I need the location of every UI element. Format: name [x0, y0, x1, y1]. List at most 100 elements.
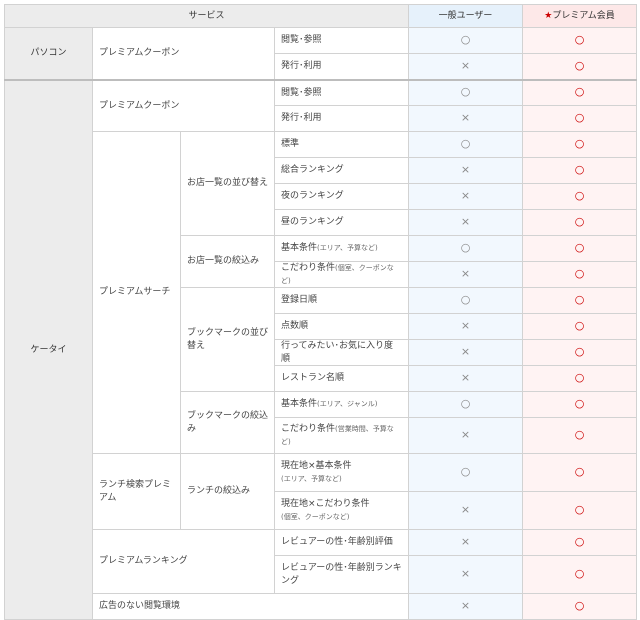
premium-mark: ○	[522, 209, 638, 236]
premium-mark: ○	[522, 593, 638, 620]
row-label: 発行･利用	[273, 53, 410, 80]
table-row: ブックマークの並び替え 登録日順 ○ ○	[5, 287, 638, 392]
row-label: 発行･利用	[273, 105, 410, 132]
premium-mark: ○	[522, 131, 638, 158]
table-row: ランチ検索プレミアム ランチの絞込み 現在地×基本条件 (エリア、予算など) ○ …	[5, 453, 638, 530]
row-label: 基本条件(エリア、予算など)	[273, 235, 410, 262]
header-row: サービス 一般ユーザー ★プレミアム会員	[3, 4, 638, 28]
condition-label: 基本条件	[281, 399, 318, 410]
row-label: レビュアーの性･年齢別評価	[273, 529, 410, 556]
lunch-premium-feature: ランチ検索プレミアム	[92, 453, 181, 530]
pc-coupon-feature: プレミアムクーポン	[92, 27, 275, 80]
row-label: 点数順	[273, 313, 410, 340]
condition-label: こだわり条件	[281, 263, 336, 274]
condition-note: (営業時間、予算など)	[281, 425, 394, 446]
condition-label: 基本条件	[281, 243, 318, 254]
bookmark-filter-group: ブックマークの絞込み	[180, 391, 275, 454]
condition-label: こだわり条件	[281, 424, 336, 435]
lunch-filter-group: ランチの絞込み	[180, 453, 275, 530]
premium-mark: ○	[522, 417, 638, 454]
general-mark: ×	[408, 105, 524, 132]
general-mark: ○	[408, 131, 524, 158]
condition-note: (個室、クーポンなど)	[281, 512, 350, 521]
general-mark: ×	[408, 209, 524, 236]
service-comparison-table: サービス 一般ユーザー ★プレミアム会員 パソコン プレミアムクーポン 閲覧･参…	[3, 4, 638, 620]
general-mark: ×	[408, 555, 524, 594]
table-row: 夜のランキング × ○	[5, 183, 638, 210]
premium-mark: ○	[522, 235, 638, 262]
row-label: 標準	[273, 131, 410, 158]
row-label: 基本条件(エリア、ジャンル)	[273, 391, 410, 418]
table-row: 発行･利用 × ○	[5, 53, 638, 80]
row-label: レビュアーの性･年齢別ランキング	[273, 555, 410, 594]
shop-filter-group: お店一覧の絞込み	[180, 235, 275, 288]
general-mark: ×	[408, 157, 524, 184]
pc-category: パソコン	[4, 27, 93, 80]
premium-mark: ○	[522, 78, 638, 106]
general-mark: ○	[408, 453, 524, 492]
general-mark: ×	[408, 53, 524, 80]
premium-search-feature: プレミアムサーチ	[92, 131, 181, 454]
row-label: レストラン名順	[273, 365, 410, 392]
table-row: こだわり条件(営業時間、予算など) × ○	[5, 417, 638, 454]
row-label: こだわり条件(個室、クーポンなど)	[273, 261, 410, 288]
row-label: 行ってみたい･お気に入り度順	[273, 339, 410, 366]
no-ads-feature: 広告のない閲覧環境	[91, 593, 410, 620]
row-label: 現在地×こだわり条件 (個室、クーポンなど)	[273, 491, 410, 530]
premium-mark: ○	[522, 529, 638, 556]
premium-member-header: ★プレミアム会員	[522, 4, 638, 28]
service-header: サービス	[3, 4, 410, 28]
table-row: 発行･利用 × ○	[5, 105, 638, 132]
shop-sort-group: お店一覧の並び替え	[180, 131, 275, 236]
premium-mark: ○	[522, 105, 638, 132]
table-row: ケータイ プレミアムクーポン 閲覧･参照 ○ ○	[4, 78, 638, 620]
table-row: 広告のない閲覧環境 × ○	[5, 593, 638, 620]
premium-mark: ○	[522, 157, 638, 184]
premium-mark: ○	[522, 313, 638, 340]
condition-note: (エリア、予算など)	[281, 474, 342, 483]
row-label: 昼のランキング	[273, 209, 410, 236]
general-mark: ○	[408, 287, 524, 314]
table-row: プレミアムランキング レビュアーの性･年齢別評価 × ○	[5, 529, 638, 594]
star-icon: ★	[544, 10, 553, 21]
premium-mark: ○	[522, 555, 638, 594]
row-label: 総合ランキング	[273, 157, 410, 184]
general-mark: ×	[408, 183, 524, 210]
general-mark: ×	[408, 261, 524, 288]
row-label: こだわり条件(営業時間、予算など)	[273, 417, 410, 454]
premium-mark: ○	[522, 339, 638, 366]
premium-mark: ○	[522, 53, 638, 80]
row-label: 夜のランキング	[273, 183, 410, 210]
general-mark: ○	[408, 391, 524, 418]
row-label: 閲覧･参照	[273, 27, 410, 54]
general-mark: ×	[408, 365, 524, 392]
condition-note: (エリア、ジャンル)	[317, 400, 378, 409]
row-label: 登録日順	[273, 287, 410, 314]
table-row: 昼のランキング × ○	[5, 209, 638, 236]
table-row: 現在地×こだわり条件 (個室、クーポンなど) × ○	[5, 491, 638, 530]
general-mark: ×	[408, 313, 524, 340]
general-mark: ×	[408, 339, 524, 366]
premium-mark: ○	[522, 365, 638, 392]
mobile-category: ケータイ	[4, 78, 93, 620]
premium-mark: ○	[522, 287, 638, 314]
general-mark: ×	[408, 491, 524, 530]
general-user-header: 一般ユーザー	[408, 4, 524, 28]
table-row: プレミアムサーチ お店一覧の並び替え 標準 ○ ○	[5, 131, 638, 454]
table-row: 総合ランキング × ○	[5, 157, 638, 184]
premium-mark: ○	[522, 183, 638, 210]
premium-mark: ○	[522, 391, 638, 418]
premium-mark: ○	[522, 491, 638, 530]
general-mark: ×	[408, 417, 524, 454]
row-label: 閲覧･参照	[273, 78, 410, 106]
condition-note: (エリア、予算など)	[317, 244, 378, 253]
premium-ranking-feature: プレミアムランキング	[92, 529, 275, 594]
premium-mark: ○	[522, 27, 638, 54]
table-row: パソコン プレミアムクーポン 閲覧･参照 ○ ○	[4, 27, 638, 80]
general-mark: ○	[408, 78, 524, 106]
general-mark: ○	[408, 27, 524, 54]
table-row: 行ってみたい･お気に入り度順 × ○	[5, 339, 638, 366]
condition-label: 現在地×基本条件	[281, 461, 352, 472]
mobile-coupon-feature: プレミアムクーポン	[92, 78, 275, 132]
general-mark: ×	[408, 529, 524, 556]
